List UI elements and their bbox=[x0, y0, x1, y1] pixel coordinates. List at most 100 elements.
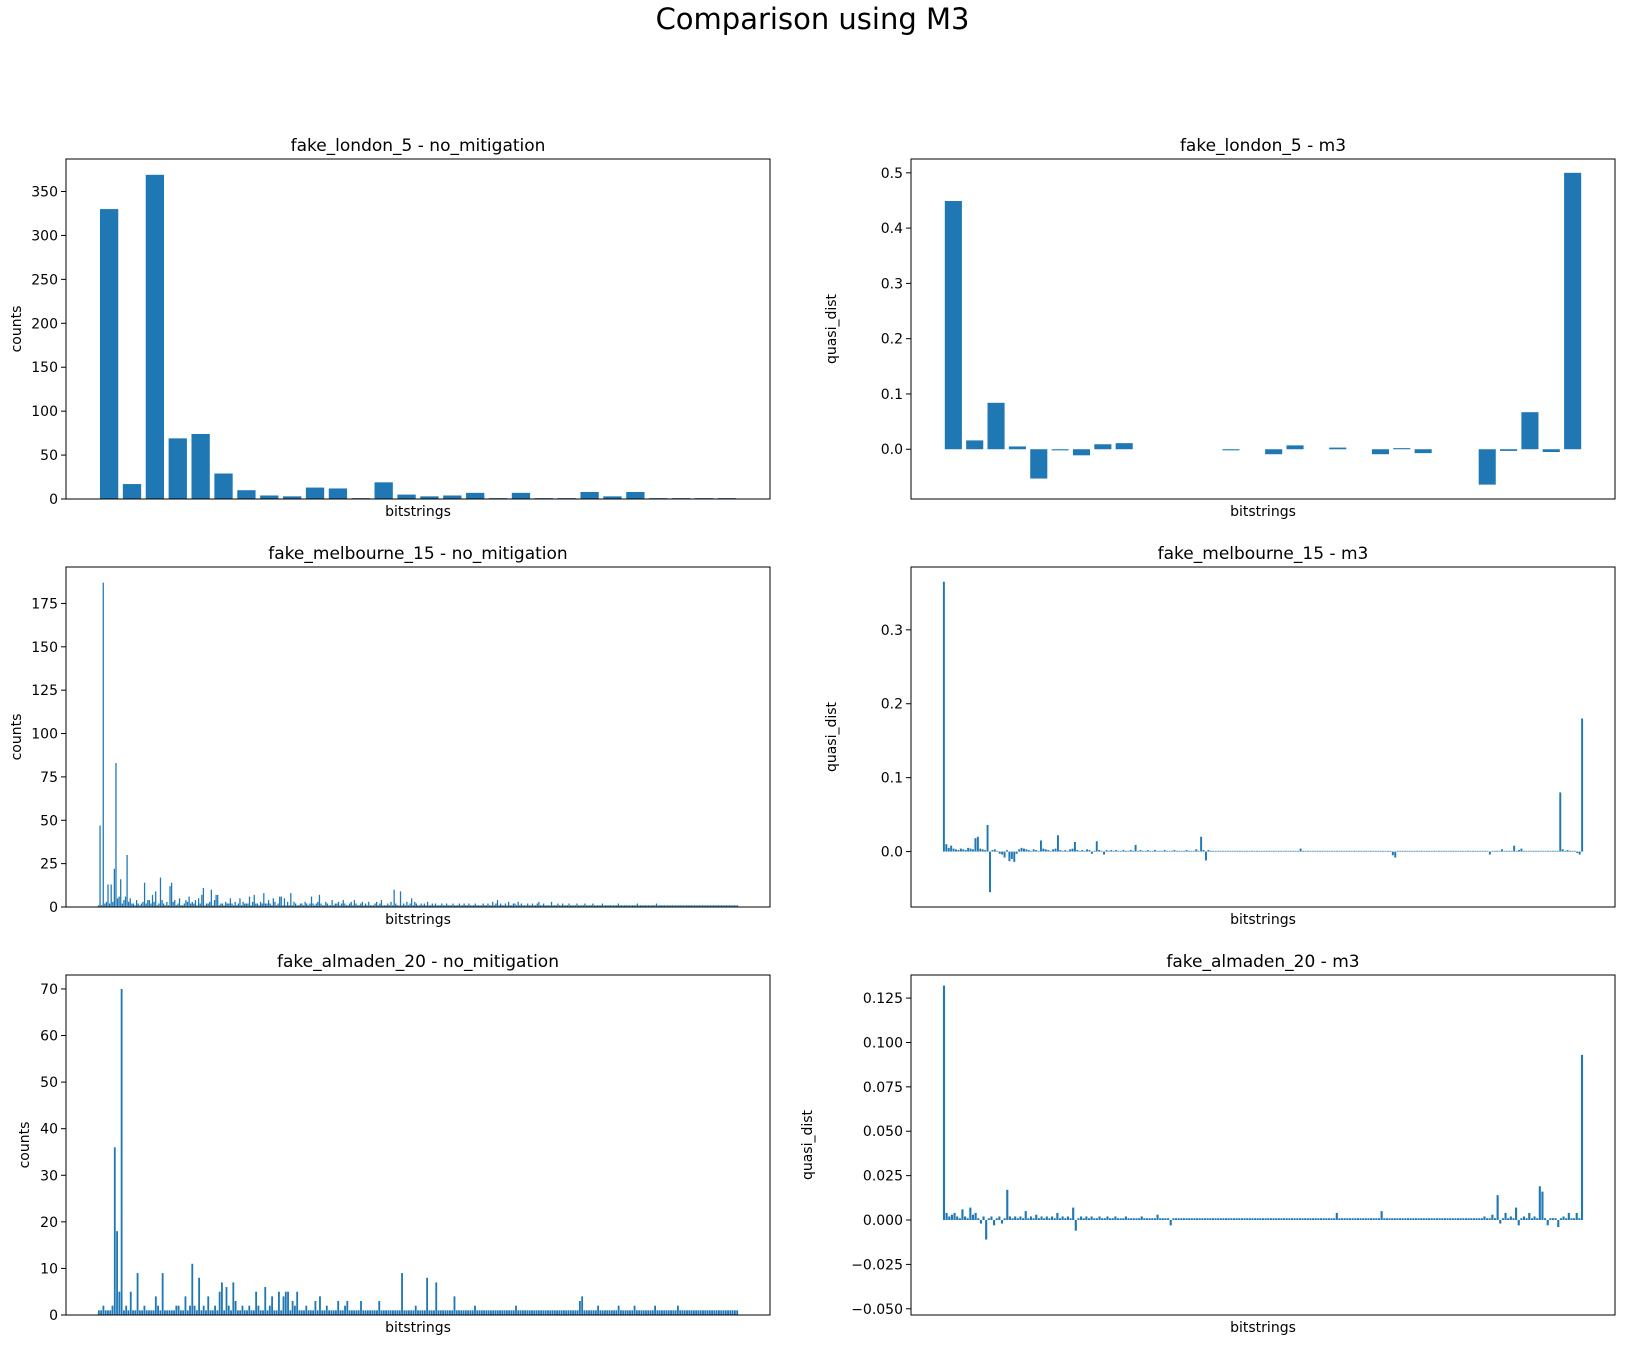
bar bbox=[587, 905, 589, 907]
bar bbox=[578, 1301, 581, 1315]
bar bbox=[196, 905, 198, 907]
bar bbox=[1207, 850, 1210, 852]
bar bbox=[211, 1310, 214, 1315]
bar bbox=[964, 850, 967, 852]
bar bbox=[113, 1147, 116, 1315]
bar bbox=[1379, 850, 1382, 852]
bar bbox=[688, 1310, 691, 1315]
bar bbox=[1528, 1212, 1531, 1221]
bar bbox=[1032, 1218, 1035, 1221]
bar bbox=[670, 905, 672, 907]
bar bbox=[1076, 850, 1079, 852]
bar bbox=[1521, 412, 1539, 450]
bar bbox=[1544, 850, 1547, 852]
bar bbox=[644, 905, 646, 907]
bar bbox=[183, 903, 185, 907]
bar bbox=[592, 903, 594, 907]
y-tick-label: 50 bbox=[40, 448, 58, 464]
bar bbox=[647, 905, 650, 907]
bar bbox=[569, 905, 572, 907]
bar bbox=[209, 1310, 212, 1315]
bar bbox=[1552, 850, 1554, 852]
bar bbox=[635, 905, 637, 907]
bar bbox=[547, 1310, 549, 1315]
y-tick-label: 10 bbox=[40, 1261, 58, 1277]
bar bbox=[616, 905, 618, 907]
bar bbox=[1556, 850, 1559, 852]
bar bbox=[232, 905, 235, 907]
bar bbox=[1459, 850, 1462, 852]
bar bbox=[1042, 848, 1045, 852]
bar bbox=[724, 905, 726, 907]
bar bbox=[590, 905, 592, 907]
bar bbox=[127, 1310, 130, 1315]
bar bbox=[668, 905, 670, 907]
bar bbox=[487, 1310, 490, 1315]
bar bbox=[1214, 1218, 1217, 1221]
x-axis-label: bitstrings bbox=[385, 912, 451, 928]
bar bbox=[182, 905, 184, 907]
bar bbox=[1280, 1218, 1283, 1221]
bar bbox=[501, 1310, 504, 1315]
bar bbox=[608, 905, 610, 907]
bar bbox=[1173, 850, 1176, 852]
bar bbox=[143, 1305, 146, 1315]
bar bbox=[1061, 1216, 1064, 1221]
bar bbox=[1235, 1218, 1238, 1221]
bar bbox=[727, 905, 729, 907]
bar bbox=[1406, 1218, 1410, 1221]
bar bbox=[1518, 850, 1520, 852]
bar bbox=[1353, 850, 1355, 852]
bar bbox=[732, 905, 734, 907]
bar bbox=[323, 1310, 326, 1315]
bar bbox=[514, 903, 516, 907]
bar bbox=[1081, 850, 1084, 852]
bar bbox=[1110, 850, 1113, 852]
bar bbox=[198, 1277, 201, 1315]
bar bbox=[341, 903, 343, 907]
bar bbox=[1248, 850, 1251, 852]
bar bbox=[467, 1310, 470, 1315]
bar bbox=[1139, 850, 1142, 852]
bar bbox=[996, 850, 999, 852]
bar bbox=[309, 1310, 312, 1315]
y-tick-label: 0.5 bbox=[881, 166, 903, 182]
bar bbox=[449, 1310, 451, 1315]
bar bbox=[215, 894, 217, 907]
bar bbox=[296, 905, 298, 907]
bar bbox=[521, 1310, 524, 1315]
bar bbox=[1167, 1218, 1170, 1221]
bar bbox=[1372, 850, 1375, 852]
bar bbox=[1430, 1218, 1433, 1221]
bar bbox=[1433, 1218, 1436, 1221]
bar bbox=[186, 901, 189, 907]
bar bbox=[109, 1310, 112, 1315]
bar bbox=[966, 1218, 969, 1221]
bar bbox=[1371, 449, 1389, 455]
bar bbox=[157, 1305, 159, 1315]
bar bbox=[1037, 850, 1040, 852]
bar bbox=[223, 1310, 226, 1315]
bar bbox=[285, 905, 287, 907]
bar bbox=[950, 1214, 953, 1221]
bar bbox=[531, 903, 534, 907]
bar bbox=[701, 905, 704, 907]
bar bbox=[1141, 850, 1144, 852]
bar bbox=[1164, 1218, 1167, 1221]
bar bbox=[1297, 850, 1300, 852]
bar bbox=[1006, 1189, 1009, 1221]
bar bbox=[670, 1310, 672, 1315]
bar bbox=[350, 901, 352, 907]
bar bbox=[1343, 850, 1346, 852]
bar bbox=[1061, 850, 1064, 852]
bar bbox=[387, 903, 389, 907]
bar bbox=[239, 1310, 242, 1315]
bar bbox=[606, 1310, 609, 1315]
bar bbox=[1265, 850, 1268, 852]
bar bbox=[1338, 1218, 1341, 1221]
bar bbox=[1479, 850, 1482, 852]
bar bbox=[679, 1310, 682, 1315]
bar bbox=[1025, 849, 1028, 852]
y-tick-label: 0.1 bbox=[881, 771, 903, 787]
bar bbox=[266, 903, 268, 907]
